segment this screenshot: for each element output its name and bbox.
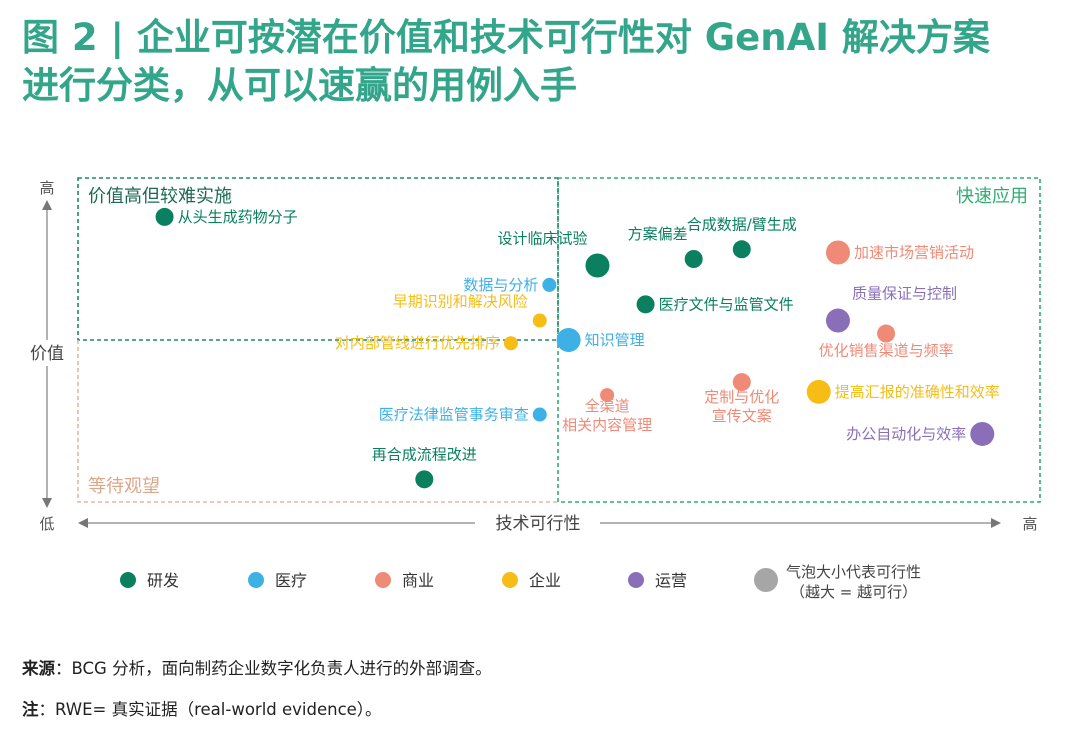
data-point — [532, 407, 547, 422]
data-point-label: 医疗法律监管事务审查 — [379, 406, 529, 424]
data-point — [970, 421, 995, 446]
legend: 研发 医疗 商业 企业 运营 气泡大小代表可行性 （越大 = 越可行） — [120, 563, 921, 601]
y-axis-arrow-down — [42, 498, 52, 508]
data-point-label: 提高汇报的准确性和效率 — [835, 383, 1000, 401]
data-point — [732, 373, 751, 392]
data-point-label: 方案偏差 — [628, 225, 688, 243]
data-point — [684, 250, 703, 268]
legend-label: 研发 — [147, 571, 179, 590]
x-axis-high-label: 高 — [1022, 515, 1037, 533]
data-point — [503, 336, 518, 351]
data-point — [556, 328, 581, 352]
y-axis-title: 价值 — [30, 344, 64, 364]
chart-title: 图 2 | 企业可按潜在价值和技术可行性对 GenAI 解决方案 进行分类，从可… — [22, 14, 1072, 110]
data-point — [806, 379, 831, 404]
legend-label: 商业 — [402, 571, 434, 590]
data-point — [542, 277, 557, 292]
data-point — [532, 313, 547, 328]
legend-label: 运营 — [655, 571, 687, 590]
data-point — [415, 470, 434, 489]
data-point-label-line: 全渠道 — [585, 397, 630, 415]
source-note: 来源：BCG 分析，面向制药企业数字化负责人进行的外部调查。 — [22, 655, 492, 679]
chart-title-line-2: 进行分类，从可以速赢的用例入手 — [22, 64, 577, 107]
quadrant-label-top-right: 快速应用 — [956, 186, 1028, 207]
legend-marker — [120, 572, 136, 588]
data-point-label-line: 相关内容管理 — [562, 416, 652, 434]
note-label: 注 — [22, 700, 39, 719]
quadrant-label-bottom-left: 等待观望 — [88, 476, 160, 497]
data-point-label: 办公自动化与效率 — [846, 425, 966, 443]
data-point — [732, 240, 751, 259]
data-point — [155, 207, 174, 226]
data-point — [585, 253, 610, 278]
data-point-label: 从头生成药物分子 — [178, 208, 298, 226]
source-label: 来源 — [22, 659, 55, 678]
quadrant-label-top-left: 价值高但较难实施 — [88, 186, 232, 207]
footnote: 注：RWE= 真实证据（real-world evidence）。 — [22, 696, 382, 720]
legend-label: 企业 — [529, 571, 561, 590]
x-axis-title: 技术可行性 — [496, 514, 581, 534]
data-point-label: 质量保证与控制 — [852, 285, 957, 303]
data-point-label: 加速市场营销活动 — [854, 244, 974, 262]
data-point — [636, 295, 655, 314]
data-point — [825, 240, 850, 265]
data-point — [825, 308, 850, 333]
data-point-label: 设计临床试验 — [497, 229, 587, 247]
data-point-label: 全渠道相关内容管理 — [562, 397, 652, 434]
data-point-label-line: 定制与优化 — [704, 388, 779, 406]
y-axis-arrow-up — [42, 200, 52, 210]
data-point-label: 合成数据/臂生成 — [687, 215, 797, 233]
note-text: ：RWE= 真实证据（real-world evidence）。 — [38, 700, 382, 719]
data-point-label: 再合成流程改进 — [372, 445, 477, 463]
data-point — [600, 388, 615, 403]
data-point-label: 对内部管线进行优先排序 — [335, 334, 500, 352]
legend-marker — [248, 572, 264, 588]
data-point — [877, 324, 896, 343]
data-point-label: 定制与优化宣传文案 — [704, 388, 779, 425]
legend-label: 医疗 — [275, 571, 307, 590]
legend-size-label-line-2: （越大 = 越可行） — [790, 583, 917, 601]
legend-marker — [502, 572, 518, 588]
legend-marker — [628, 572, 644, 588]
data-point-label: 知识管理 — [585, 331, 645, 349]
data-point-label-line: 宣传文案 — [712, 407, 772, 425]
data-point-label: 医疗文件与监管文件 — [659, 295, 794, 313]
legend-marker — [375, 572, 391, 588]
x-axis-low-label: 低 — [39, 515, 54, 533]
x-axis-arrow-left — [78, 518, 88, 528]
legend-size-label-line-1: 气泡大小代表可行性 — [786, 563, 921, 581]
quadrant-high-value-box — [77, 177, 559, 341]
x-axis-arrow-right — [991, 518, 1001, 528]
source-text: ：BCG 分析，面向制药企业数字化负责人进行的外部调查。 — [55, 659, 492, 678]
legend-size-marker — [754, 568, 778, 592]
data-point-label: 数据与分析 — [463, 276, 538, 294]
data-point-label: 早期识别和解决风险 — [393, 293, 528, 311]
quadrant-wait-box — [77, 340, 558, 503]
data-point-label: 优化销售渠道与频率 — [819, 342, 954, 360]
chart-title-line-1: 图 2 | 企业可按潜在价值和技术可行性对 GenAI 解决方案 — [22, 16, 990, 59]
y-axis-high-label: 高 — [39, 179, 54, 197]
